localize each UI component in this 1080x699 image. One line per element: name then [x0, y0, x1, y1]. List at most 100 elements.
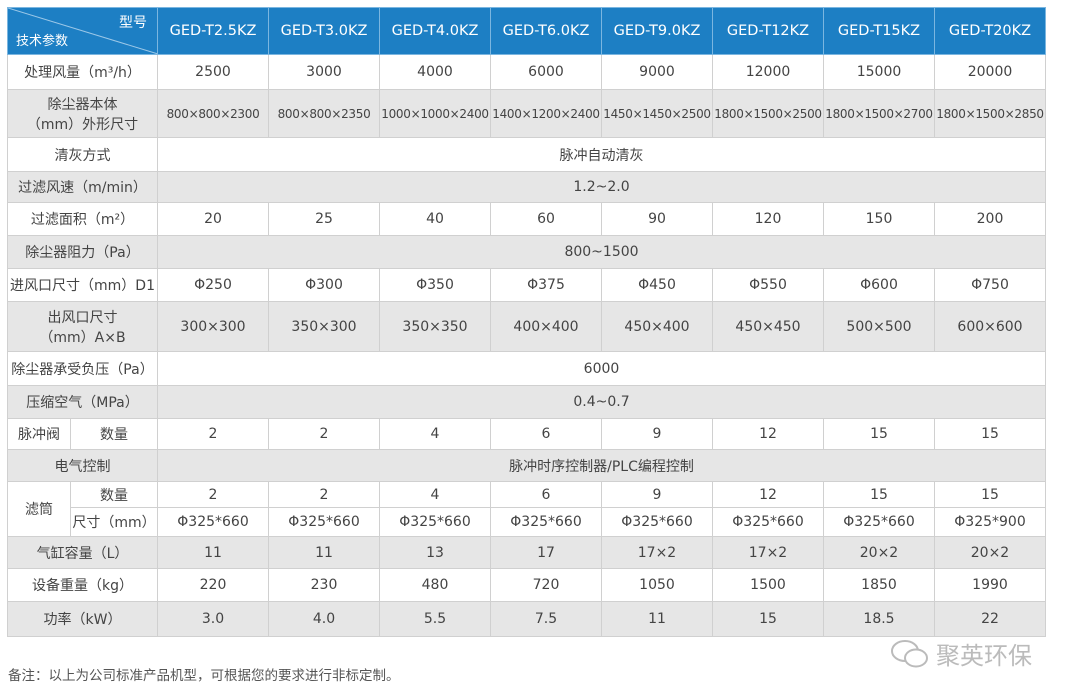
value-cell: 17×2: [712, 536, 824, 569]
row-label: 电气控制: [7, 449, 158, 482]
value-cell: 300×300: [157, 301, 269, 352]
value-cell: Φ325*660: [157, 507, 269, 537]
model-header: GED-T9.0KZ: [601, 7, 713, 55]
value-cell: 11: [157, 536, 269, 569]
value-cell: Φ600: [823, 268, 935, 302]
value-cell: Φ750: [934, 268, 1046, 302]
value-cell: Φ325*660: [601, 507, 713, 537]
table-row: 处理风量（m³/h） 2500 3000 4000 6000 9000 12000 15000…: [7, 54, 1046, 90]
value-cell: 4: [379, 418, 491, 450]
value-cell: 500×500: [823, 301, 935, 352]
table-row: 除尘器本体 （mm）外形尺寸 800×800×2300 800×800×2350 100…: [7, 89, 1046, 138]
model-header: GED-T20KZ: [934, 7, 1046, 55]
watermark-text: 聚英环保: [936, 642, 1032, 670]
row-label-line: （mm）A×B: [39, 329, 126, 346]
watermark: 聚英环保: [890, 636, 1032, 671]
value-cell: 450×450: [712, 301, 824, 352]
value-cell: 90: [601, 202, 713, 236]
row-sublabel: 数量: [70, 481, 158, 508]
value-cell: 450×400: [601, 301, 713, 352]
value-cell: 1400×1200×2400: [490, 89, 602, 138]
value-cell: Φ325*660: [268, 507, 380, 537]
wechat-icon: [891, 639, 928, 667]
value-cell: 60: [490, 202, 602, 236]
value-cell: 120: [712, 202, 824, 236]
value-cell: 18.5: [823, 601, 935, 637]
value-cell: 800×800×2300: [157, 89, 269, 138]
row-label: 进风口尺寸（mm）D1: [7, 268, 158, 302]
value-cell: 1800×1500×2850: [934, 89, 1046, 138]
value-cell: 2: [268, 418, 380, 450]
value-cell: 4000: [379, 54, 491, 90]
row-label: 功率（kW）: [7, 601, 158, 637]
value-cell: 2: [157, 418, 269, 450]
value-cell: 12: [712, 481, 824, 508]
value-cell: 350×350: [379, 301, 491, 352]
table-row: 出风口尺寸 （mm）A×B 300×300 350×300 350×350 400×400…: [7, 301, 1046, 352]
row-label: 除尘器承受负压（Pa）: [7, 351, 158, 386]
table-row: 进风口尺寸（mm）D1 Φ250 Φ300 Φ350 Φ375 Φ450 Φ550 Φ600 Φ…: [7, 268, 1046, 302]
model-header: GED-T12KZ: [712, 7, 824, 55]
merged-value: 800~1500: [157, 235, 1046, 269]
value-cell: 15000: [823, 54, 935, 90]
value-cell: 20×2: [934, 536, 1046, 569]
value-cell: 480: [379, 568, 491, 602]
value-cell: 230: [268, 568, 380, 602]
row-label: 滤筒: [7, 481, 71, 537]
table-row: 尺寸（mm） Φ325*660 Φ325*660 Φ325*660 Φ325*660 Φ3…: [8, 507, 1046, 537]
corner-header: 型号 技术参数: [7, 7, 158, 55]
value-cell: 6: [490, 481, 602, 508]
merged-value: 1.2~2.0: [157, 171, 1046, 203]
row-label: 设备重量（kg）: [7, 568, 158, 602]
table-row: 滤筒 数量 2 2 4 6 9 12 15 15: [7, 481, 1046, 537]
row-label: 过滤面积（m²）: [7, 202, 158, 236]
model-header: GED-T15KZ: [823, 7, 935, 55]
table-row: 过滤面积（m²） 20 25 40 60 90 120 150 200: [7, 202, 1046, 236]
footnote: 备注：以上为公司标准产品机型，可根据您的要求进行非标定制。: [8, 668, 400, 684]
value-cell: 6000: [490, 54, 602, 90]
value-cell: 3000: [268, 54, 380, 90]
value-cell: 3.0: [157, 601, 269, 637]
spec-table: 型号 技术参数 GED-T2.5KZ GED-T3.0KZ GED-T4.0KZ GED-…: [7, 7, 1046, 637]
value-cell: 15: [823, 481, 935, 508]
value-cell: 4: [379, 481, 491, 508]
value-cell: 9: [601, 481, 713, 508]
value-cell: 40: [379, 202, 491, 236]
table-row: 除尘器阻力（Pa） 800~1500: [7, 235, 1046, 269]
value-cell: 17: [490, 536, 602, 569]
value-cell: Φ325*660: [490, 507, 602, 537]
value-cell: 1800×1500×2700: [823, 89, 935, 138]
value-cell: 12: [712, 418, 824, 450]
value-cell: 6: [490, 418, 602, 450]
table-row: 脉冲阀 数量 2 2 4 6 9 12 15 15: [7, 418, 1046, 450]
value-cell: 11: [601, 601, 713, 637]
value-cell: 1050: [601, 568, 713, 602]
row-label: 处理风量（m³/h）: [7, 54, 158, 90]
model-header: GED-T4.0KZ: [379, 7, 491, 55]
value-cell: 9: [601, 418, 713, 450]
value-cell: 15: [712, 601, 824, 637]
value-cell: Φ375: [490, 268, 602, 302]
row-label: 出风口尺寸 （mm）A×B: [7, 301, 158, 352]
table-row: 功率（kW） 3.0 4.0 5.5 7.5 11 15 18.5 22: [7, 601, 1046, 637]
row-sublabel: 尺寸（mm）: [70, 507, 158, 537]
value-cell: 2: [157, 481, 269, 508]
value-cell: 1450×1450×2500: [601, 89, 713, 138]
value-cell: 150: [823, 202, 935, 236]
row-label: 除尘器本体 （mm）外形尺寸: [7, 89, 158, 138]
value-cell: Φ325*900: [934, 507, 1046, 537]
value-cell: 15: [934, 481, 1046, 508]
value-cell: Φ325*660: [712, 507, 824, 537]
row-label-line: （mm）外形尺寸: [26, 116, 139, 133]
table-row: 型号 技术参数 GED-T2.5KZ GED-T3.0KZ GED-T4.0KZ GED-…: [7, 7, 1046, 55]
merged-value: 脉冲时序控制器/PLC编程控制: [157, 449, 1046, 482]
value-cell: 7.5: [490, 601, 602, 637]
value-cell: 17×2: [601, 536, 713, 569]
value-cell: Φ550: [712, 268, 824, 302]
value-cell: 11: [268, 536, 380, 569]
table-row: 电气控制 脉冲时序控制器/PLC编程控制: [7, 449, 1046, 482]
table-row: 气缸容量（L） 11 11 13 17 17×2 17×2 20×2 20×2: [7, 536, 1046, 569]
diagonal-line: [8, 8, 157, 54]
value-cell: 2500: [157, 54, 269, 90]
value-cell: Φ325*660: [379, 507, 491, 537]
